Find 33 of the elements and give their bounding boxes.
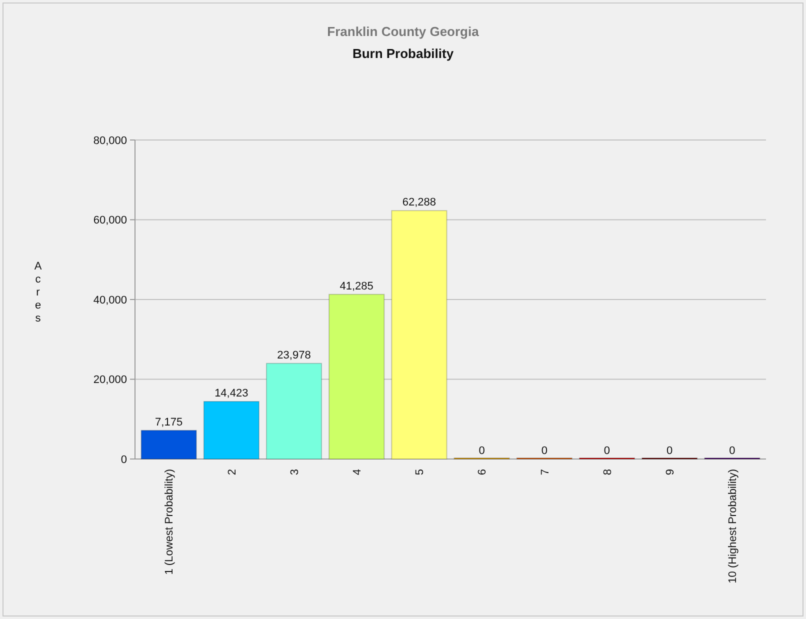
- chart-title: Franklin County Georgia: [327, 24, 480, 39]
- x-tick-label: 1 (Lowest Probability): [164, 469, 176, 575]
- y-tick-label: 80,000: [93, 134, 127, 147]
- data-label: 0: [541, 445, 548, 457]
- x-tick-label: 9: [664, 469, 676, 476]
- x-tick-label: 10 (Highest Probability): [727, 469, 740, 584]
- y-axis-title: Acres: [34, 260, 42, 324]
- x-tick-label: 4: [351, 469, 364, 476]
- bar: [266, 362, 322, 460]
- data-label: 0: [478, 445, 485, 457]
- bar: [203, 400, 260, 460]
- data-label: 0: [729, 445, 736, 457]
- bar: [140, 430, 197, 460]
- data-label: 0: [604, 445, 610, 457]
- x-tick-label: 7: [539, 469, 552, 476]
- data-label: 62,288: [402, 196, 436, 209]
- x-tick-label: 8: [602, 469, 614, 476]
- y-tick-label: 20,000: [93, 374, 127, 386]
- bar: [391, 210, 448, 460]
- bar: [328, 294, 385, 460]
- data-label: 41,285: [340, 280, 374, 292]
- y-tick-label: 0: [120, 454, 127, 466]
- y-tick-label: 60,000: [93, 214, 127, 227]
- x-tick-label: 2: [226, 469, 238, 476]
- y-tick-label: 40,000: [93, 294, 127, 306]
- x-tick-label: 6: [476, 469, 489, 476]
- data-label: 0: [666, 445, 673, 457]
- x-tick-label: 3: [288, 469, 301, 476]
- data-label: 14,423: [214, 387, 248, 400]
- x-tick-label: 5: [414, 469, 426, 476]
- data-label: 23,978: [277, 349, 311, 362]
- chart-subtitle: Burn Probability: [352, 46, 454, 61]
- data-label: 7,175: [155, 416, 183, 428]
